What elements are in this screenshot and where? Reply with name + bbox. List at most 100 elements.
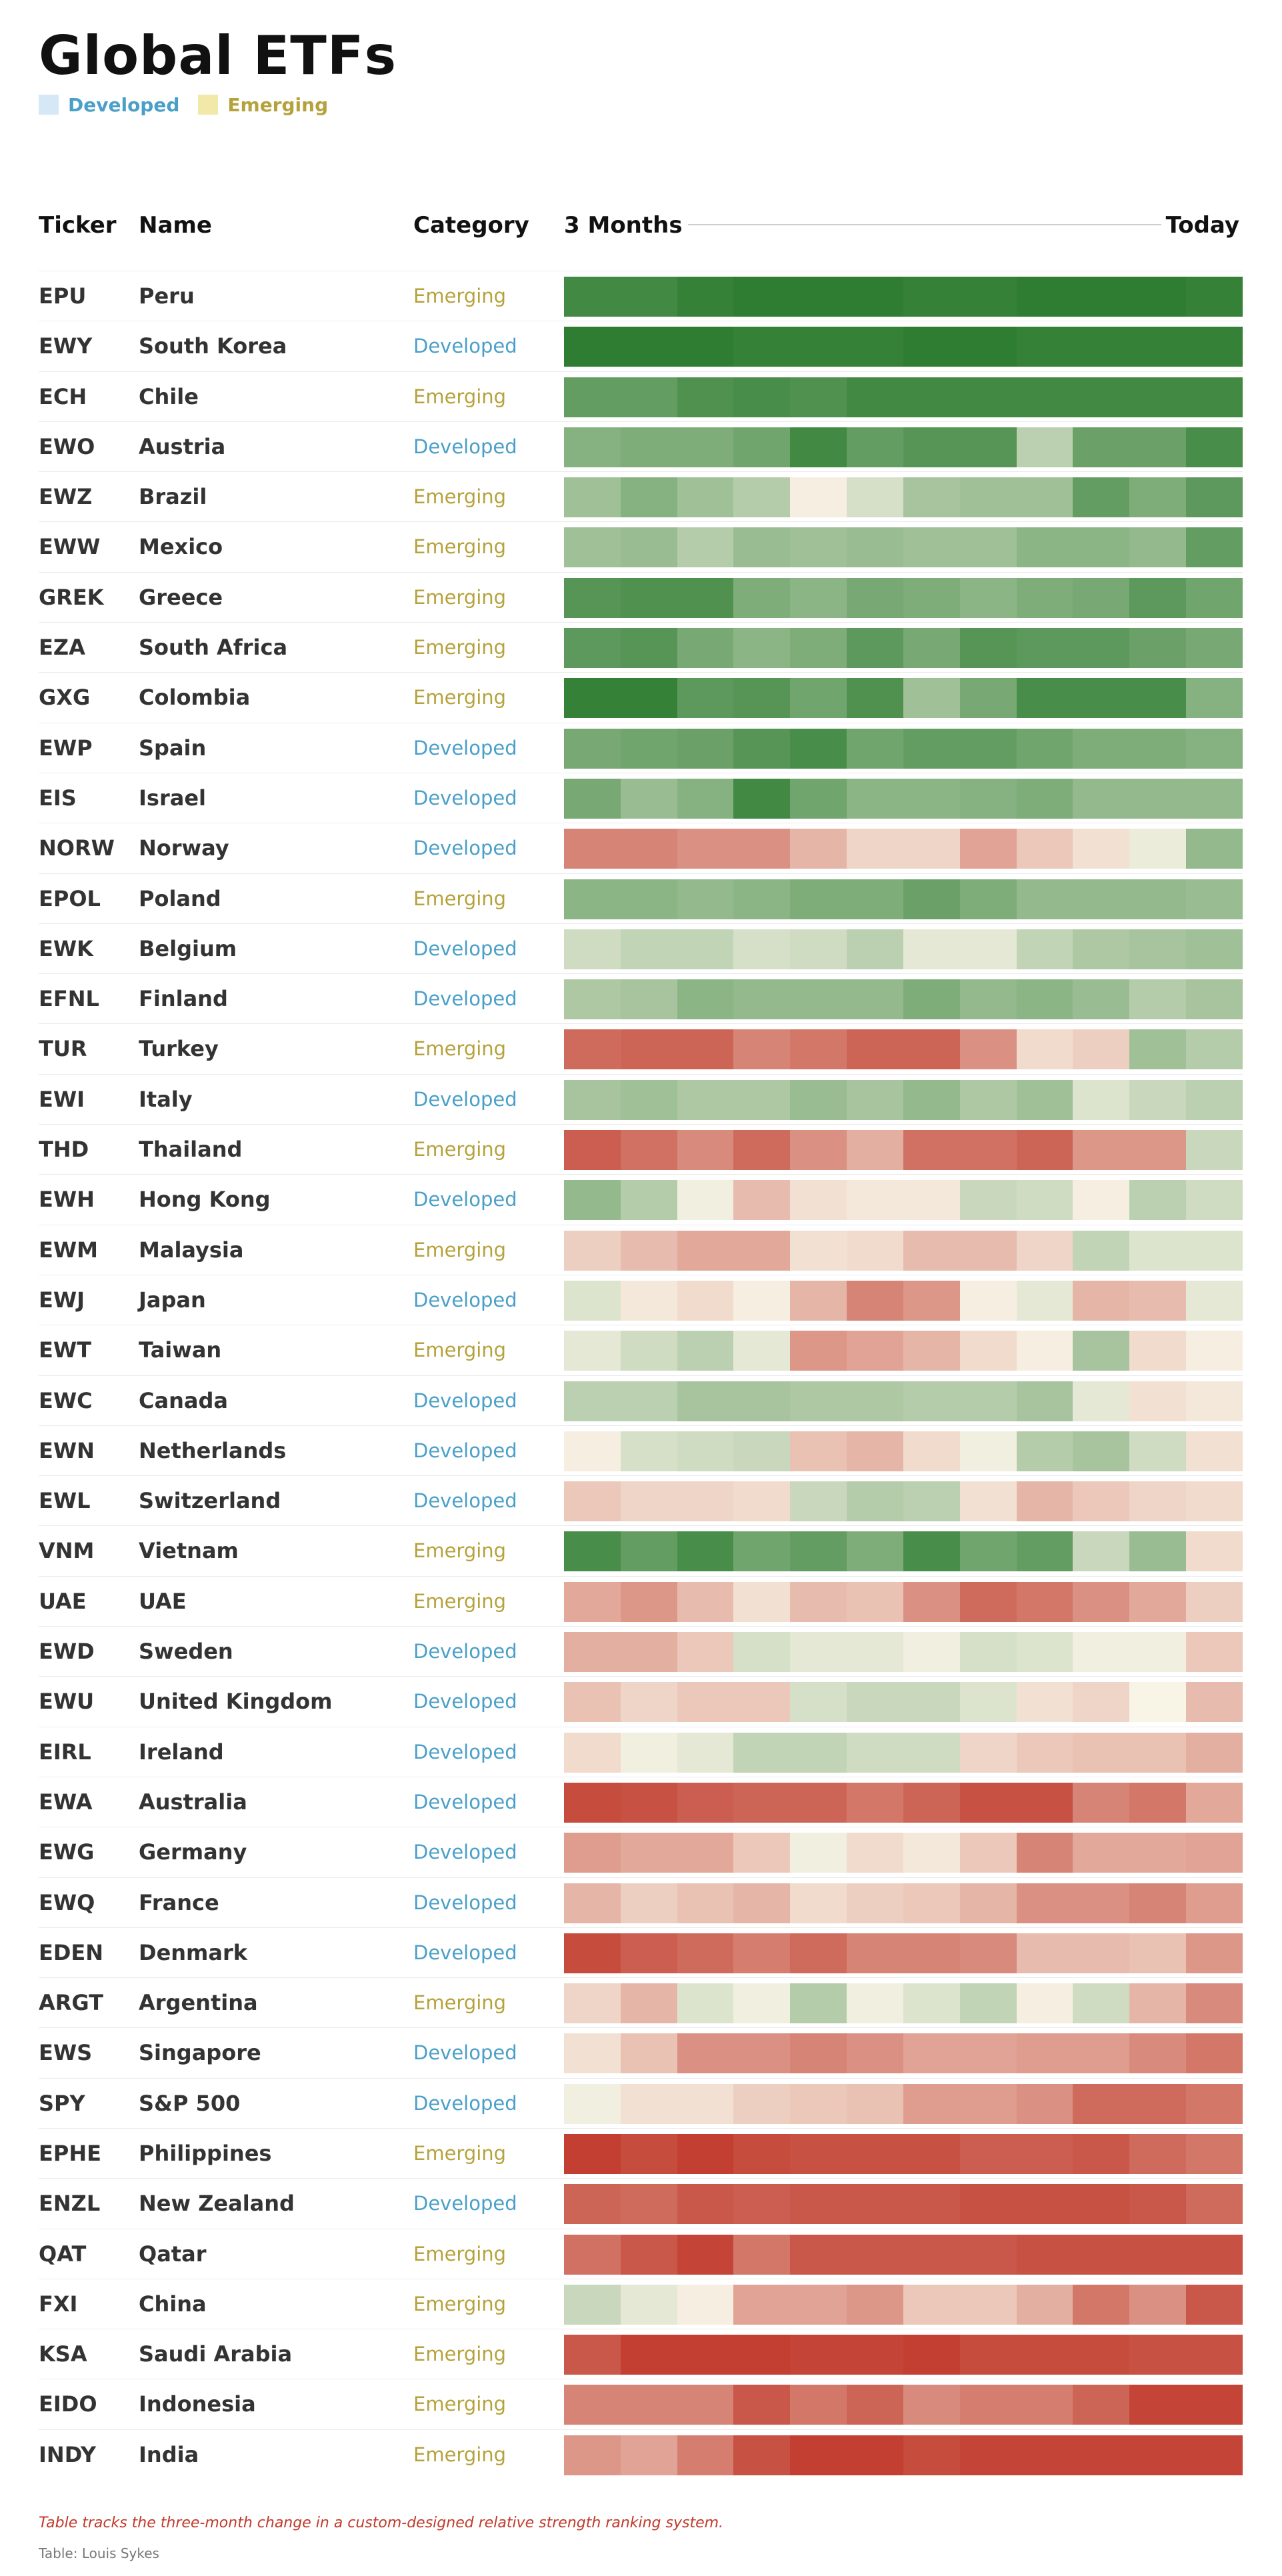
heatmap-cell bbox=[1186, 277, 1243, 317]
row-category: Emerging bbox=[413, 1339, 507, 1362]
row-name: Sweden bbox=[139, 1639, 233, 1665]
heatmap-cell bbox=[847, 2083, 903, 2124]
heatmap-cell bbox=[903, 1933, 960, 1973]
heatmap-cell bbox=[677, 1079, 734, 1120]
row-category: Emerging bbox=[413, 2343, 507, 2366]
heatmap-cell bbox=[677, 1029, 734, 1070]
heatmap-cell bbox=[959, 879, 1017, 919]
heatmap-cell bbox=[1073, 2234, 1130, 2275]
heatmap-cell bbox=[1016, 1230, 1073, 1271]
heatmap-strip bbox=[564, 1531, 1243, 1572]
heatmap-cell bbox=[677, 2385, 734, 2425]
heatmap-strip bbox=[564, 1431, 1243, 1471]
heatmap-cell bbox=[620, 1431, 677, 1471]
heatmap-cell bbox=[959, 728, 1017, 769]
heatmap-cell bbox=[790, 728, 847, 769]
row-category: Developed bbox=[413, 1389, 517, 1412]
table-row: EWD Sweden Developed bbox=[39, 1626, 1243, 1676]
heatmap-strip bbox=[564, 2335, 1243, 2375]
row-name: Ireland bbox=[139, 1739, 224, 1765]
heatmap-cell bbox=[959, 1029, 1017, 1070]
heatmap-cell bbox=[1129, 1732, 1187, 1773]
heatmap-cell bbox=[1016, 2184, 1073, 2225]
heatmap-cell bbox=[1016, 1531, 1073, 1572]
heatmap-cell bbox=[847, 2234, 903, 2275]
heatmap-cell bbox=[620, 879, 677, 919]
heatmap-cell bbox=[677, 728, 734, 769]
row-category: Emerging bbox=[413, 1238, 507, 1261]
heatmap-cell bbox=[564, 2234, 621, 2275]
table-row: EWZ Brazil Emerging bbox=[39, 471, 1243, 521]
heatmap-cell bbox=[620, 1983, 677, 2024]
heatmap-cell bbox=[620, 979, 677, 1020]
heatmap-cell bbox=[1016, 377, 1073, 417]
row-ticker: KSA bbox=[39, 2341, 87, 2367]
heatmap-cell bbox=[677, 1632, 734, 1673]
heatmap-cell bbox=[1186, 477, 1243, 518]
table-row: EWK Belgium Developed bbox=[39, 923, 1243, 973]
heatmap-cell bbox=[959, 678, 1017, 719]
heatmap-cell bbox=[1129, 1130, 1187, 1171]
heatmap-cell bbox=[903, 1331, 960, 1371]
heatmap-cell bbox=[1186, 1331, 1243, 1371]
heatmap-cell bbox=[790, 778, 847, 819]
heatmap-cell bbox=[1186, 1029, 1243, 1070]
heatmap-cell bbox=[620, 427, 677, 467]
heatmap-cell bbox=[1016, 1581, 1073, 1622]
heatmap-cell bbox=[1073, 1632, 1130, 1673]
heatmap-cell bbox=[1129, 477, 1187, 518]
row-category: Developed bbox=[413, 1188, 517, 1211]
heatmap-cell bbox=[903, 1180, 960, 1221]
heatmap-cell bbox=[677, 2184, 734, 2225]
heatmap-cell bbox=[620, 327, 677, 367]
table-row: ENZL New Zealand Developed bbox=[39, 2178, 1243, 2228]
row-name: Australia bbox=[139, 1789, 247, 1815]
table-row: ECH Chile Emerging bbox=[39, 371, 1243, 421]
row-name: Brazil bbox=[139, 484, 207, 510]
heatmap-cell bbox=[620, 2284, 677, 2325]
heatmap-cell bbox=[903, 1682, 960, 1723]
heatmap-strip bbox=[564, 2033, 1243, 2074]
heatmap-cell bbox=[1073, 1381, 1130, 1421]
heatmap-cell bbox=[1073, 678, 1130, 719]
row-ticker: INDY bbox=[39, 2441, 97, 2467]
heatmap-cell bbox=[677, 2335, 734, 2375]
heatmap-cell bbox=[677, 1732, 734, 1773]
heatmap-cell bbox=[1016, 327, 1073, 367]
row-name: Chile bbox=[139, 383, 199, 409]
row-ticker: EWS bbox=[39, 2040, 93, 2066]
heatmap-strip bbox=[564, 477, 1243, 518]
table-row: EPHE Philippines Emerging bbox=[39, 2127, 1243, 2178]
heatmap-strip bbox=[564, 1130, 1243, 1171]
row-category: Developed bbox=[413, 1891, 517, 1914]
heatmap-cell bbox=[959, 327, 1017, 367]
heatmap-cell bbox=[1129, 1029, 1187, 1070]
heatmap-cell bbox=[903, 2435, 960, 2475]
heatmap-cell bbox=[1186, 1381, 1243, 1421]
heatmap-cell bbox=[1186, 829, 1243, 869]
heatmap-cell bbox=[959, 1331, 1017, 1371]
heatmap-cell bbox=[564, 1280, 621, 1321]
heatmap-cell bbox=[733, 1732, 791, 1773]
heatmap-cell bbox=[1073, 277, 1130, 317]
heatmap-cell bbox=[1129, 2385, 1187, 2425]
heatmap-cell bbox=[620, 2083, 677, 2124]
heatmap-cell bbox=[959, 377, 1017, 417]
heatmap-cell bbox=[959, 829, 1017, 869]
heatmap-cell bbox=[733, 1180, 791, 1221]
heatmap-cell bbox=[1016, 1180, 1073, 1221]
heatmap-cell bbox=[1016, 1732, 1073, 1773]
table-row: THD Thailand Emerging bbox=[39, 1124, 1243, 1174]
heatmap-strip bbox=[564, 1180, 1243, 1221]
heatmap-cell bbox=[1129, 1079, 1187, 1120]
table-row: EWM Malaysia Emerging bbox=[39, 1224, 1243, 1275]
heatmap-cell bbox=[790, 1833, 847, 1873]
heatmap-cell bbox=[1186, 1883, 1243, 1923]
heatmap-cell bbox=[903, 1581, 960, 1622]
heatmap-cell bbox=[903, 728, 960, 769]
row-name: S&P 500 bbox=[139, 2090, 241, 2116]
heatmap-cell bbox=[847, 1883, 903, 1923]
table-row: EWL Switzerland Developed bbox=[39, 1475, 1243, 1525]
heatmap-cell bbox=[959, 2435, 1017, 2475]
heatmap-cell bbox=[677, 1782, 734, 1823]
